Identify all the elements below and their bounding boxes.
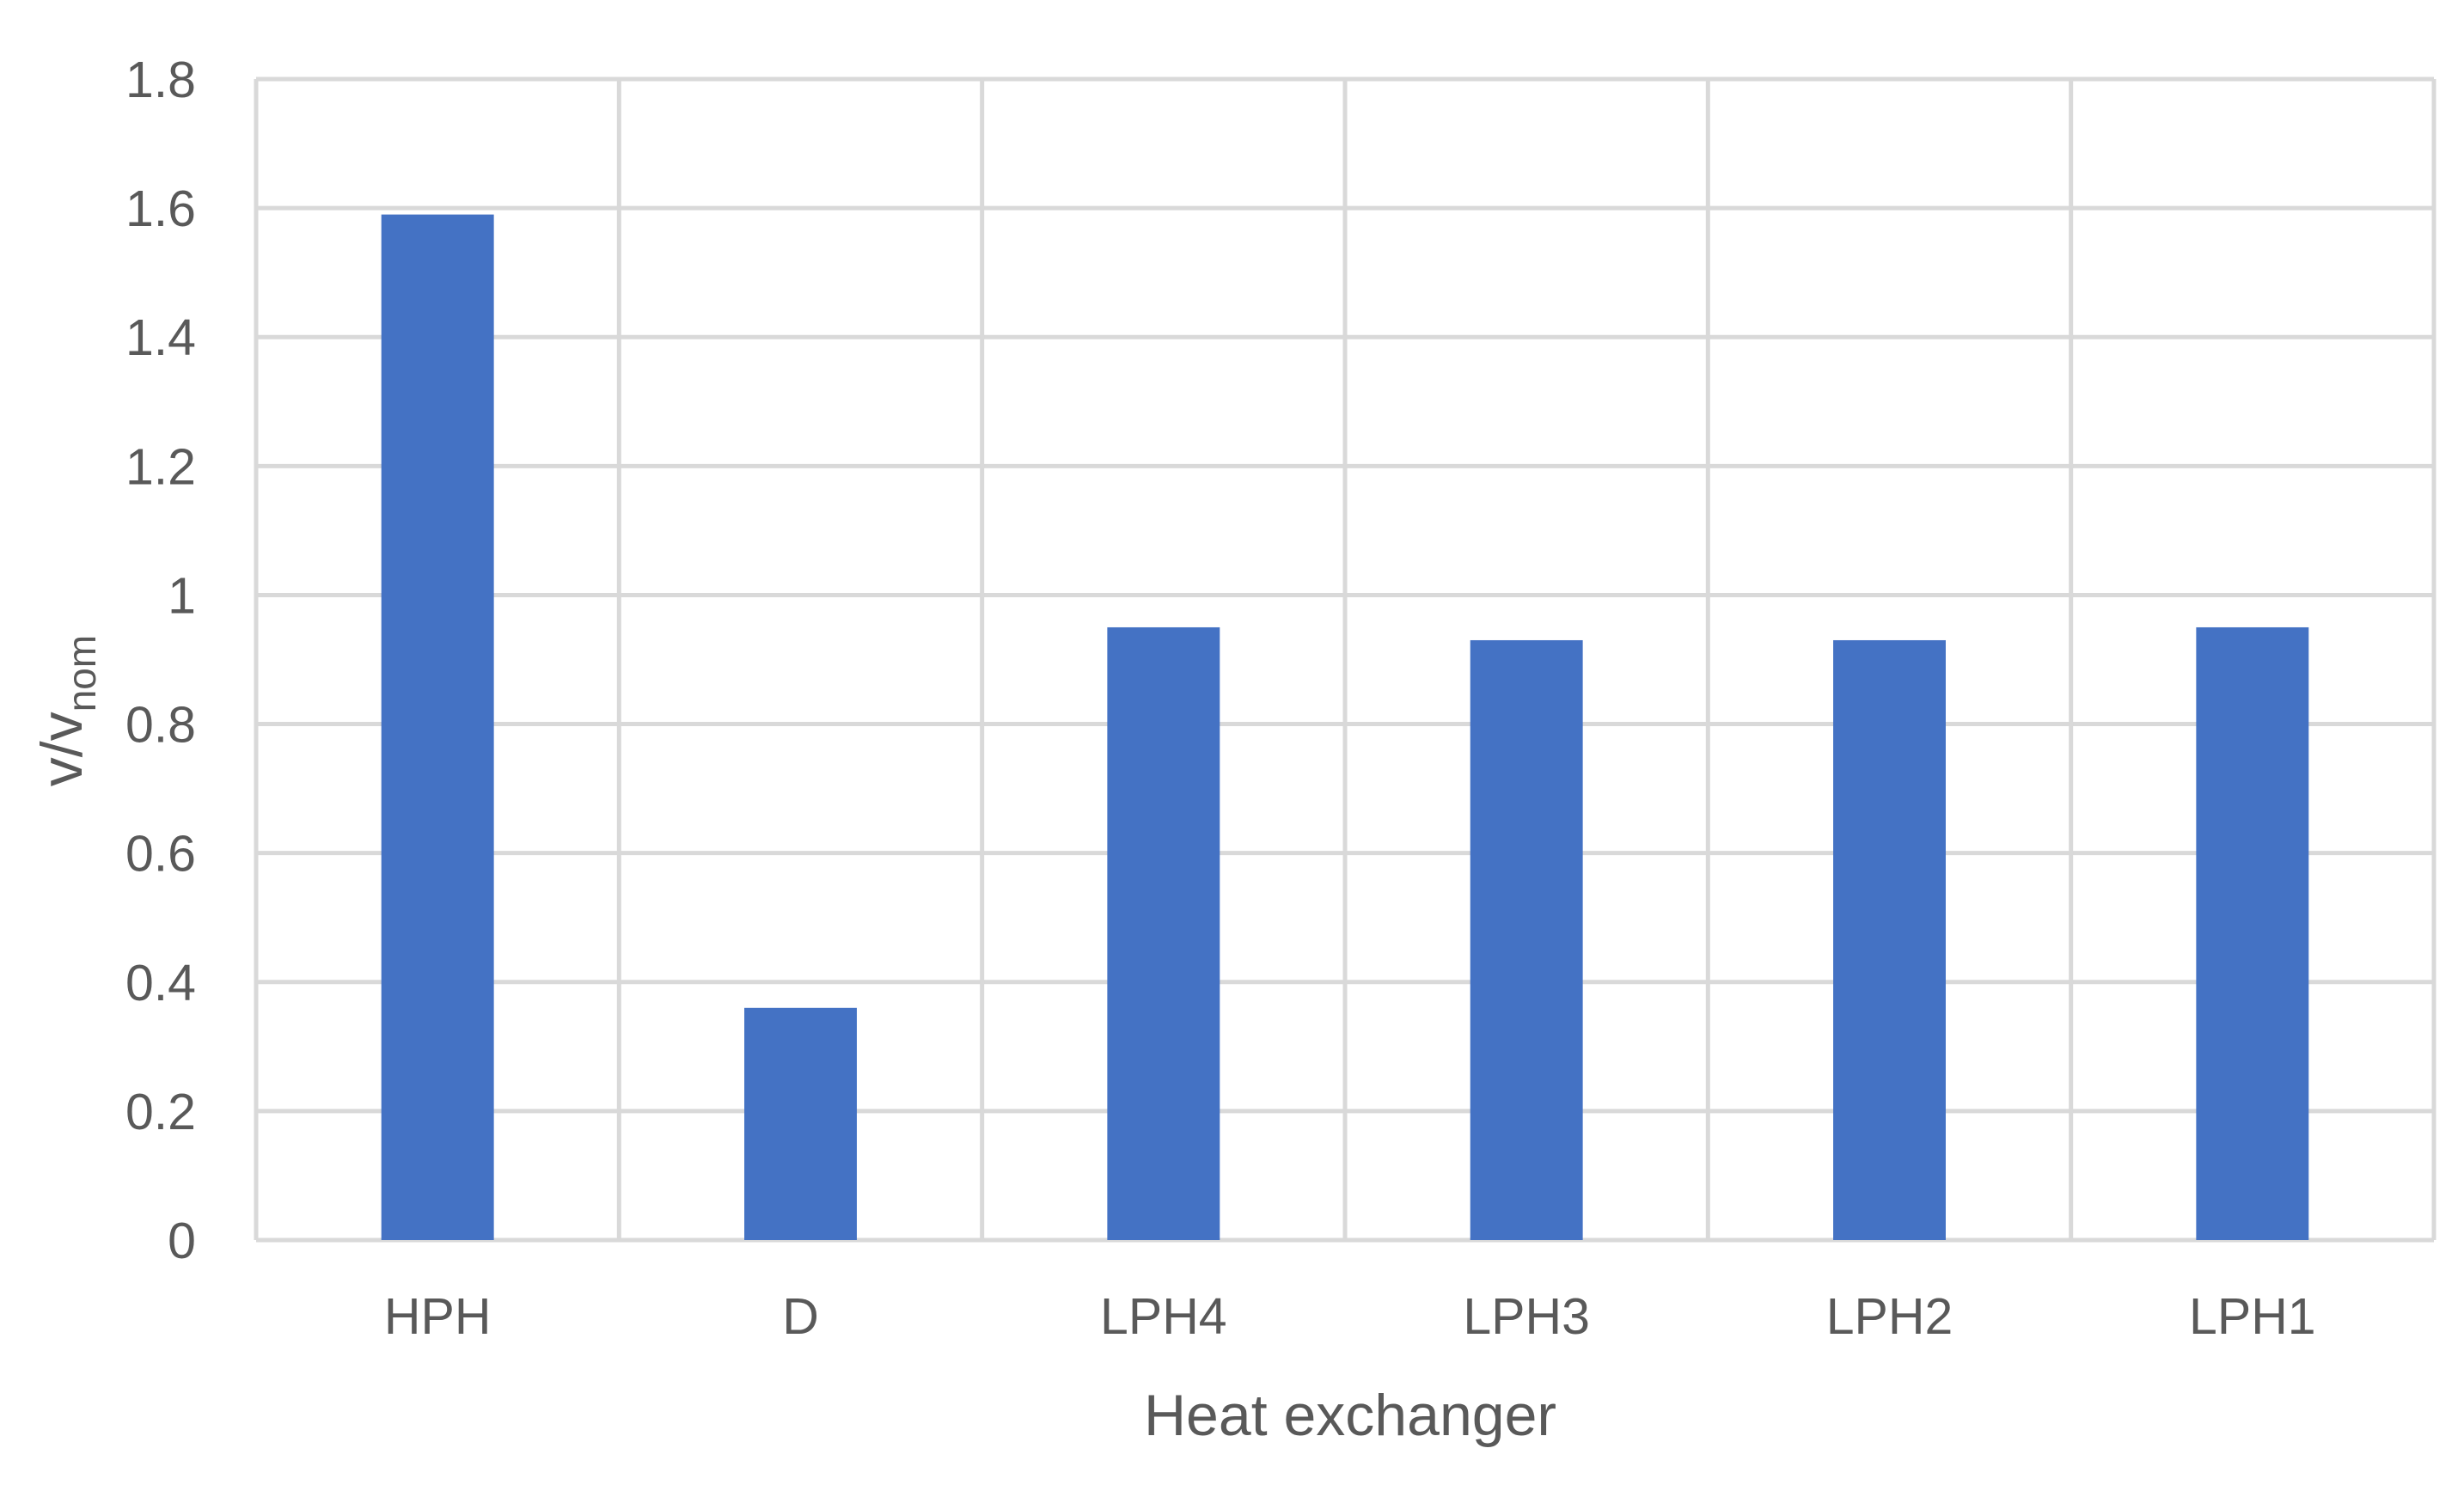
x-axis-title: Heat exchanger xyxy=(1144,1383,1556,1448)
x-tick-label: LPH3 xyxy=(1463,1288,1590,1345)
y-axis-title: v/vnom xyxy=(29,635,104,786)
y-tick-label: 0.2 xyxy=(125,1084,196,1140)
y-axis-title-main: v/v xyxy=(29,712,95,786)
y-tick-label: 0.4 xyxy=(125,955,196,1011)
x-tick-label: HPH xyxy=(384,1288,492,1345)
x-axis-tick-labels: HPH D LPH4 LPH3 LPH2 LPH1 xyxy=(384,1288,2316,1345)
x-tick-label: LPH1 xyxy=(2189,1288,2316,1345)
y-tick-label: 0 xyxy=(168,1213,196,1269)
bar-lph4 xyxy=(1107,626,1220,1240)
bar-lph1 xyxy=(2196,626,2309,1240)
x-tick-label: LPH2 xyxy=(1826,1288,1953,1345)
y-tick-label: 1.8 xyxy=(125,52,196,108)
y-axis-tick-labels: 0 0.2 0.4 0.6 0.8 1 1.2 1.4 1.6 1.8 xyxy=(125,52,196,1269)
y-tick-label: 1 xyxy=(168,567,196,624)
y-tick-label: 1.6 xyxy=(125,180,196,237)
grid xyxy=(254,76,2436,1243)
y-tick-label: 0.6 xyxy=(125,826,196,883)
bar-lph3 xyxy=(1470,639,1583,1240)
y-axis-title-subscript: nom xyxy=(59,635,104,712)
bar-d xyxy=(744,1007,857,1240)
bar-hph xyxy=(381,214,494,1240)
y-tick-label: 1.2 xyxy=(125,438,196,495)
bars xyxy=(381,214,2309,1240)
y-tick-label: 0.8 xyxy=(125,697,196,754)
y-tick-label: 1.4 xyxy=(125,309,196,366)
bar-lph2 xyxy=(1833,639,1946,1240)
x-tick-label: D xyxy=(782,1288,819,1345)
x-tick-label: LPH4 xyxy=(1100,1288,1227,1345)
